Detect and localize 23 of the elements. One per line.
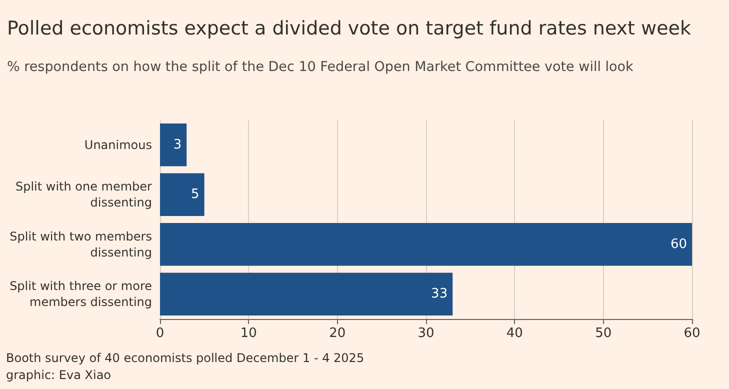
bar <box>160 123 187 166</box>
y-tick-label: Split with three or more members dissenting <box>10 279 152 310</box>
x-tick-label: 0 <box>156 326 164 341</box>
bar <box>160 272 453 316</box>
bar <box>160 222 692 266</box>
x-tick-label: 60 <box>684 326 700 341</box>
text: Booth survey of 40 economists polled December 1 - 4 2025 <box>6 351 364 365</box>
data-label: 3 <box>173 137 182 152</box>
data-label: 5 <box>191 187 200 202</box>
bar <box>160 173 204 216</box>
y-tick-label: Split with one member dissenting <box>15 180 152 210</box>
chart-subtitle: % respondents on how the split of the Dec 10 Federal Open Market Committee vote will look <box>7 59 634 75</box>
data-label: 33 <box>431 286 448 302</box>
x-tick-label: 40 <box>506 326 523 341</box>
text: graphic: Eva Xiao <box>6 368 112 382</box>
x-tick-label: 50 <box>595 326 612 341</box>
x-tick-label: 10 <box>240 326 257 341</box>
x-tick-label: 20 <box>329 326 346 341</box>
y-tick-label: Unanimous <box>84 138 152 152</box>
data-label: 60 <box>670 236 687 252</box>
chart-title: Polled economists expect a divided vote on target fund rates next week <box>7 18 691 40</box>
y-tick-label: Split with two members dissenting <box>10 229 152 260</box>
x-tick-label: 30 <box>418 326 434 341</box>
